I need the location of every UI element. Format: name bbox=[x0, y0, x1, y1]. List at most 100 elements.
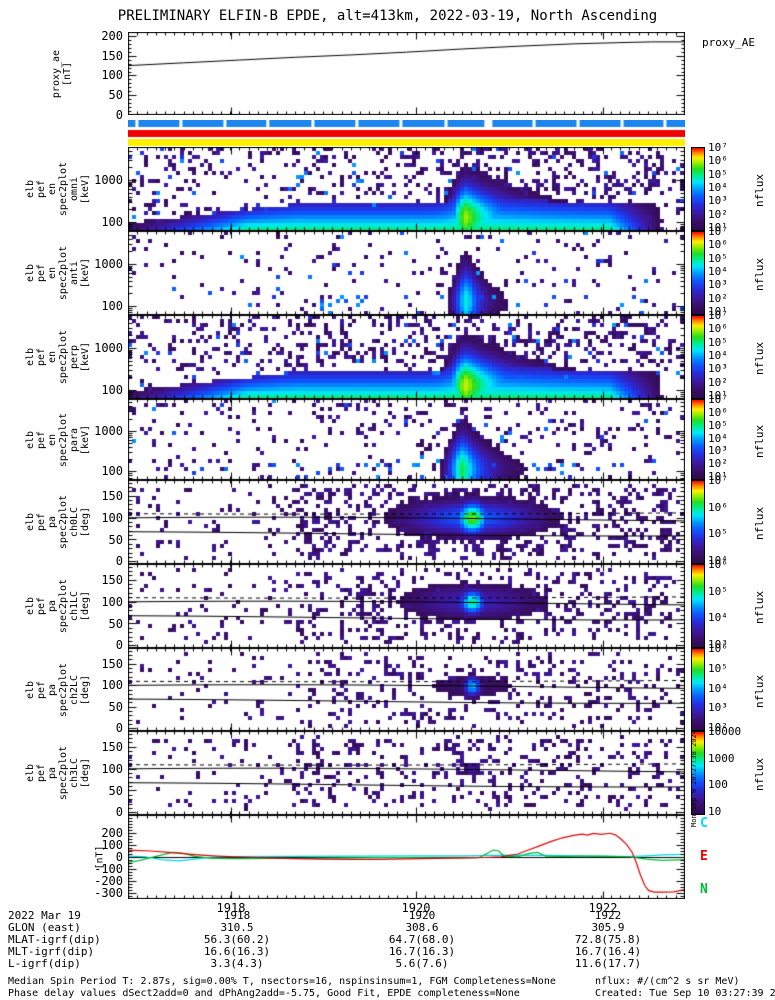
colorbar-label-perp-0: 10⁷ bbox=[708, 309, 728, 322]
meta-l-v1: 3.3(4.3) bbox=[210, 957, 264, 970]
colorbar-label-para-6: 10¹ bbox=[708, 470, 728, 483]
ytick-omni-1000: 1000 bbox=[94, 172, 123, 187]
colorbar-unit-ch3LC: nflux bbox=[753, 757, 766, 791]
meta-row-glon: GLON (east) 310.5 308.6 305.9 bbox=[0, 921, 775, 934]
colorbar-label-para-0: 10⁷ bbox=[708, 393, 728, 406]
colorbar-label-ch1LC-0: 10⁶ bbox=[708, 558, 728, 571]
colorbar-unit-ch1LC: nflux bbox=[753, 590, 766, 624]
spectrogram-panel-ch0LC bbox=[128, 480, 685, 564]
spectrogram-panel-ch3LC bbox=[128, 731, 685, 815]
spectrogram-panel-omni bbox=[128, 147, 685, 231]
colorbar-label-para-3: 10⁴ bbox=[708, 431, 728, 445]
ytick-ch1LC-0: 0 bbox=[115, 638, 123, 653]
meta-date-label: 2022 Mar 19 bbox=[8, 909, 81, 922]
meta-row-date: 2022 Mar 19 1918 1920 1922 bbox=[0, 909, 775, 922]
meta-mlat-v3: 72.8(75.8) bbox=[574, 933, 642, 946]
footer-nflux-units: nflux: #/(cm^2 s sr MeV) bbox=[595, 976, 740, 987]
ylabel-perp: elb pef en spec2plot perp [keV] bbox=[25, 329, 91, 385]
ytick-perp-100: 100 bbox=[101, 382, 123, 397]
created-vertical-timestamp: Mon Sep 9 20:27:38 2024 bbox=[690, 730, 774, 827]
xaxis-label-1922: 1922 bbox=[588, 901, 618, 915]
ytick-ch2LC-150: 150 bbox=[101, 656, 123, 671]
colorbar-label-omni-6: 10¹ bbox=[708, 221, 728, 234]
colorbar-ch2LC bbox=[691, 648, 705, 731]
meta-mlt-v2: 16.7(16.3) bbox=[388, 945, 456, 958]
spectrogram-panel-ch1LC bbox=[128, 564, 685, 648]
colorbar-label-para-2: 10⁵ bbox=[708, 418, 728, 432]
ytick-ch1LC-150: 150 bbox=[101, 572, 123, 587]
ytick-anti-100: 100 bbox=[101, 298, 123, 313]
colorbar-unit-anti: nflux bbox=[753, 257, 766, 291]
proxy-ylabel: proxy_ae [nT] bbox=[51, 49, 73, 98]
colorbar-unit-ch0LC: nflux bbox=[753, 506, 766, 540]
spectrogram-panel-para bbox=[128, 399, 685, 480]
meta-mlt-v1: 16.6(16.3) bbox=[203, 945, 271, 958]
meta-glon-label: GLON (east) bbox=[8, 921, 81, 934]
ytick-para-1000: 1000 bbox=[94, 423, 123, 438]
colorbar-label-anti-2: 10⁵ bbox=[708, 251, 728, 265]
colorbar-label-ch2LC-4: 10² bbox=[708, 721, 728, 734]
bfield-ytick-100: 100 bbox=[101, 838, 123, 852]
meta-mlt-v3: 16.7(16.4) bbox=[574, 945, 642, 958]
colorbar-label-omni-0: 10⁷ bbox=[708, 141, 728, 154]
ytick-ch2LC-0: 0 bbox=[115, 721, 123, 736]
ytick-ch3LC-50: 50 bbox=[108, 783, 123, 798]
meta-l-v2: 5.6(7.6) bbox=[395, 957, 449, 970]
colorbar-omni bbox=[691, 147, 705, 231]
colorbar-label-para-1: 10⁶ bbox=[708, 405, 728, 419]
meta-mlat-label: MLAT-igrf(dip) bbox=[8, 933, 101, 946]
colorbar-label-ch0LC-1: 10⁶ bbox=[708, 500, 728, 514]
colorbar-label-omni-3: 10⁴ bbox=[708, 181, 728, 194]
meta-mlat-v1: 56.3(60.2) bbox=[203, 933, 271, 946]
colorbar-label-omni-4: 10³ bbox=[708, 194, 728, 208]
colorbar-unit-ch2LC: nflux bbox=[753, 674, 766, 708]
ylabel-para: elb pef en spec2plot para [keV] bbox=[25, 412, 91, 467]
meta-glon-v1: 310.5 bbox=[220, 921, 254, 934]
ylabel-ch1LC: elb pef pa spec2plot ch1LC [deg] bbox=[25, 578, 91, 634]
colorbar-ch1LC bbox=[691, 564, 705, 648]
meta-row-mlat: MLAT-igrf(dip) 56.3(60.2) 64.7(68.0) 72.… bbox=[0, 933, 775, 946]
colorbar-label-ch0LC-0: 10⁷ bbox=[708, 474, 728, 487]
colorbar-label-omni-2: 10⁵ bbox=[708, 167, 728, 181]
bfield-panel bbox=[128, 815, 685, 899]
colorbar-label-ch2LC-1: 10⁵ bbox=[708, 661, 728, 675]
ytick-ch0LC-150: 150 bbox=[101, 488, 123, 503]
colorbar-label-omni-1: 10⁶ bbox=[708, 154, 728, 168]
colorbar-label-ch3LC-0: 10000 bbox=[708, 725, 742, 738]
legend-N: N bbox=[700, 882, 708, 897]
proxy-ae-panel bbox=[128, 32, 685, 115]
colorbar-label-perp-1: 10⁶ bbox=[708, 322, 728, 336]
meta-l-label: L-igrf(dip) bbox=[8, 957, 81, 970]
ylabel-anti: elb pef en spec2plot anti [keV] bbox=[25, 245, 91, 301]
proxy-ytick-0: 0 bbox=[115, 108, 123, 122]
footer-created: Created: Tue Sep 10 03:27:39 2024 bbox=[595, 988, 775, 999]
meta-date-v1: 1918 bbox=[223, 909, 251, 922]
ytick-ch1LC-50: 50 bbox=[108, 616, 123, 631]
colorbar-perp bbox=[691, 315, 705, 399]
colorbar-label-ch2LC-0: 10⁶ bbox=[708, 642, 728, 655]
colorbar-label-anti-4: 10³ bbox=[708, 278, 728, 292]
ytick-ch3LC-150: 150 bbox=[101, 739, 123, 754]
colorbar-label-ch1LC-1: 10⁵ bbox=[708, 584, 728, 598]
colorbar-label-anti-1: 10⁶ bbox=[708, 238, 728, 252]
ytick-ch0LC-100: 100 bbox=[101, 510, 123, 525]
colorbar-label-perp-3: 10⁴ bbox=[708, 349, 728, 362]
meta-glon-v3: 305.9 bbox=[591, 921, 625, 934]
proxy-ytick-100: 100 bbox=[101, 68, 123, 83]
xaxis-label-1920: 1920 bbox=[401, 901, 431, 915]
ytick-perp-1000: 1000 bbox=[94, 340, 123, 355]
bfield-ytick-0: 0 bbox=[115, 850, 123, 864]
ytick-ch1LC-100: 100 bbox=[101, 594, 123, 609]
ylabel-ch3LC: elb pef pa spec2plot ch3LC [deg] bbox=[25, 745, 91, 801]
colorbar-anti bbox=[691, 231, 705, 315]
bfield-ytick--300: -300 bbox=[94, 886, 123, 900]
colorbar-label-para-5: 10² bbox=[708, 457, 728, 471]
meta-mlat-v2: 64.7(68.0) bbox=[388, 933, 456, 946]
bfield-ytick--100: -100 bbox=[94, 862, 123, 876]
colorbar-label-ch1LC-2: 10⁴ bbox=[708, 611, 728, 625]
colorbar-label-perp-6: 10¹ bbox=[708, 389, 728, 402]
colorbar-label-perp-2: 10⁵ bbox=[708, 335, 728, 349]
colorbar-label-ch2LC-3: 10³ bbox=[708, 701, 728, 715]
colorbar-label-para-4: 10³ bbox=[708, 444, 728, 458]
spectrogram-panel-ch2LC bbox=[128, 648, 685, 731]
